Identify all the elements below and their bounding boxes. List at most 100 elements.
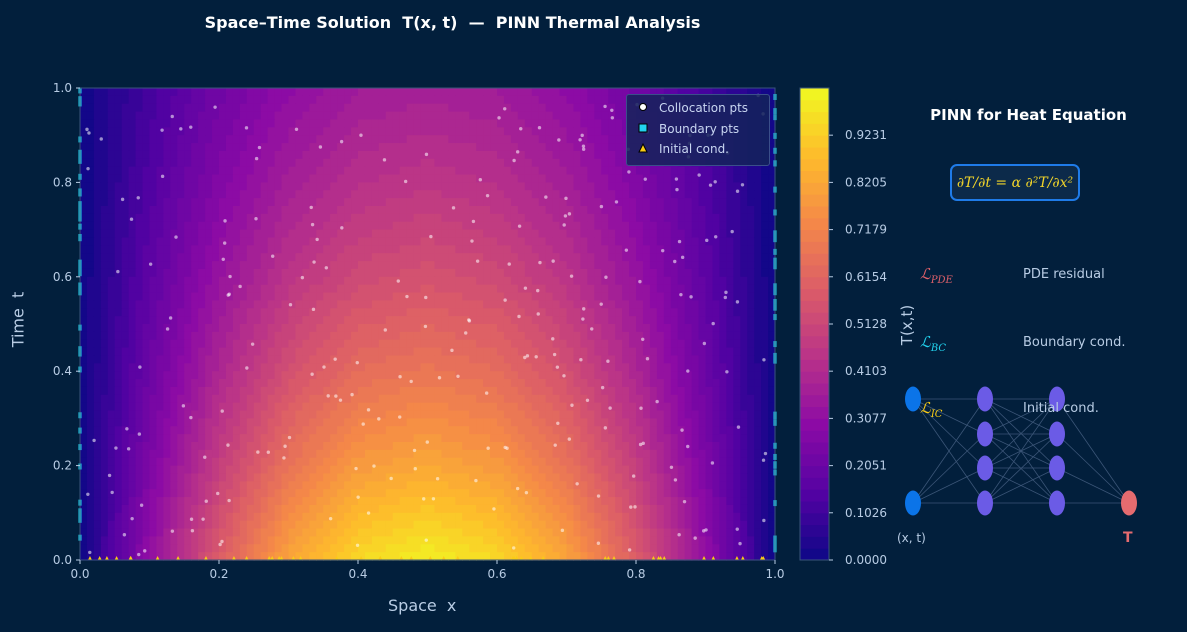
heatmap-cell <box>677 300 686 309</box>
heatmap-cell <box>531 198 540 207</box>
heatmap-cell <box>302 213 310 223</box>
heatmap-cell <box>483 331 491 341</box>
heatmap-cell <box>497 371 505 380</box>
heatmap-cell <box>531 308 540 317</box>
heatmap-cell <box>434 355 442 364</box>
heatmap-cell <box>726 284 734 294</box>
heatmap-cell <box>392 284 401 294</box>
heatmap-cell <box>191 379 199 388</box>
heatmap-cell <box>86 135 95 144</box>
heatmap-cell <box>399 355 408 364</box>
heatmap-cell <box>566 245 575 254</box>
heatmap-cell <box>392 465 401 475</box>
heatmap-cell <box>768 103 776 113</box>
heatmap-cell <box>198 292 206 301</box>
heatmap-cell <box>642 331 651 341</box>
heatmap-cell <box>503 111 512 121</box>
chart-title: Space–Time Solution T(x, t) — PINN Therm… <box>204 13 701 32</box>
heatmap-cell <box>587 284 595 294</box>
heatmap-cell <box>587 394 595 404</box>
heatmap-cell <box>629 284 637 294</box>
heatmap-cell <box>337 182 345 191</box>
heatmap-cell <box>413 379 422 388</box>
heatmap-cell <box>517 135 526 144</box>
heatmap-cell <box>253 363 262 372</box>
heatmap-cell <box>184 300 192 309</box>
heatmap-cell <box>469 324 477 333</box>
heatmap-cell <box>497 434 505 443</box>
heatmap-cell <box>761 347 769 357</box>
heatmap-cell <box>726 402 734 412</box>
heatmap-cell <box>232 261 241 270</box>
heatmap-cell <box>656 206 665 215</box>
heatmap-cell <box>441 166 449 176</box>
heatmap-cell <box>427 143 436 152</box>
heatmap-cell <box>420 135 429 144</box>
heatmap-cell <box>768 442 776 451</box>
heatmap-cell <box>663 473 672 482</box>
heatmap-cell <box>371 386 380 396</box>
heatmap-cell <box>323 292 331 301</box>
heatmap-cell <box>212 284 220 294</box>
heatmap-cell <box>371 442 380 451</box>
heatmap-cell <box>80 418 88 427</box>
heatmap-cell <box>448 426 456 435</box>
heatmap-cell <box>608 268 616 278</box>
heatmap-cell <box>448 465 456 475</box>
heatmap-cell <box>538 465 547 475</box>
heatmap-cell <box>93 402 102 412</box>
heatmap-cell <box>545 174 554 183</box>
heatmap-cell <box>205 198 213 207</box>
heatmap-cell <box>212 213 220 223</box>
heatmap-cell <box>768 135 776 144</box>
heatmap-cell <box>358 261 366 270</box>
heatmap-cell <box>601 339 609 349</box>
heatmap-cell <box>545 402 554 412</box>
heatmap-cell <box>510 229 519 239</box>
heatmap-cell <box>427 386 436 396</box>
heatmap-cell <box>86 386 95 396</box>
heatmap-cell <box>406 198 415 207</box>
heatmap-cell <box>663 410 672 419</box>
heatmap-cell <box>503 174 512 183</box>
heatmap-cell <box>191 276 199 286</box>
heatmap-cell <box>163 158 171 168</box>
heatmap-cell <box>517 473 526 482</box>
heatmap-cell <box>399 245 408 254</box>
heatmap-cell <box>768 402 776 412</box>
heatmap-cell <box>580 465 588 475</box>
heatmap-cell <box>337 371 345 380</box>
heatmap-cell <box>483 379 491 388</box>
heatmap-cell <box>622 355 630 364</box>
heatmap-cell <box>378 418 387 427</box>
heatmap-cell <box>684 418 693 427</box>
heatmap-cell <box>663 394 672 404</box>
heatmap-cell <box>517 347 526 357</box>
heatmap-cell <box>427 473 436 482</box>
heatmap-cell <box>545 158 554 168</box>
heatmap-cell <box>622 213 630 223</box>
heatmap-cell <box>490 347 498 357</box>
heatmap-cell <box>698 410 707 419</box>
heatmap-cell <box>337 143 345 152</box>
heatmap-cell <box>483 198 491 207</box>
heatmap-cell <box>622 363 630 372</box>
heatmap-cell <box>740 276 748 286</box>
heatmap-cell <box>212 127 220 136</box>
heatmap-cell <box>114 324 123 333</box>
heatmap-cell <box>615 292 623 301</box>
heatmap-cell <box>135 371 144 380</box>
heatmap-cell <box>448 95 456 105</box>
heatmap-cell <box>524 371 533 380</box>
heatmap-cell <box>93 143 102 152</box>
heatmap-cell <box>510 95 519 105</box>
heatmap-cell <box>476 339 484 349</box>
heatmap-cell <box>239 449 248 459</box>
heatmap-cell <box>198 143 206 152</box>
heatmap-cell <box>503 135 512 144</box>
heatmap-cell <box>747 190 755 199</box>
heatmap-cell <box>239 347 248 357</box>
heatmap-cell <box>649 206 658 215</box>
heatmap-cell <box>149 158 158 168</box>
heatmap-cell <box>177 190 185 199</box>
